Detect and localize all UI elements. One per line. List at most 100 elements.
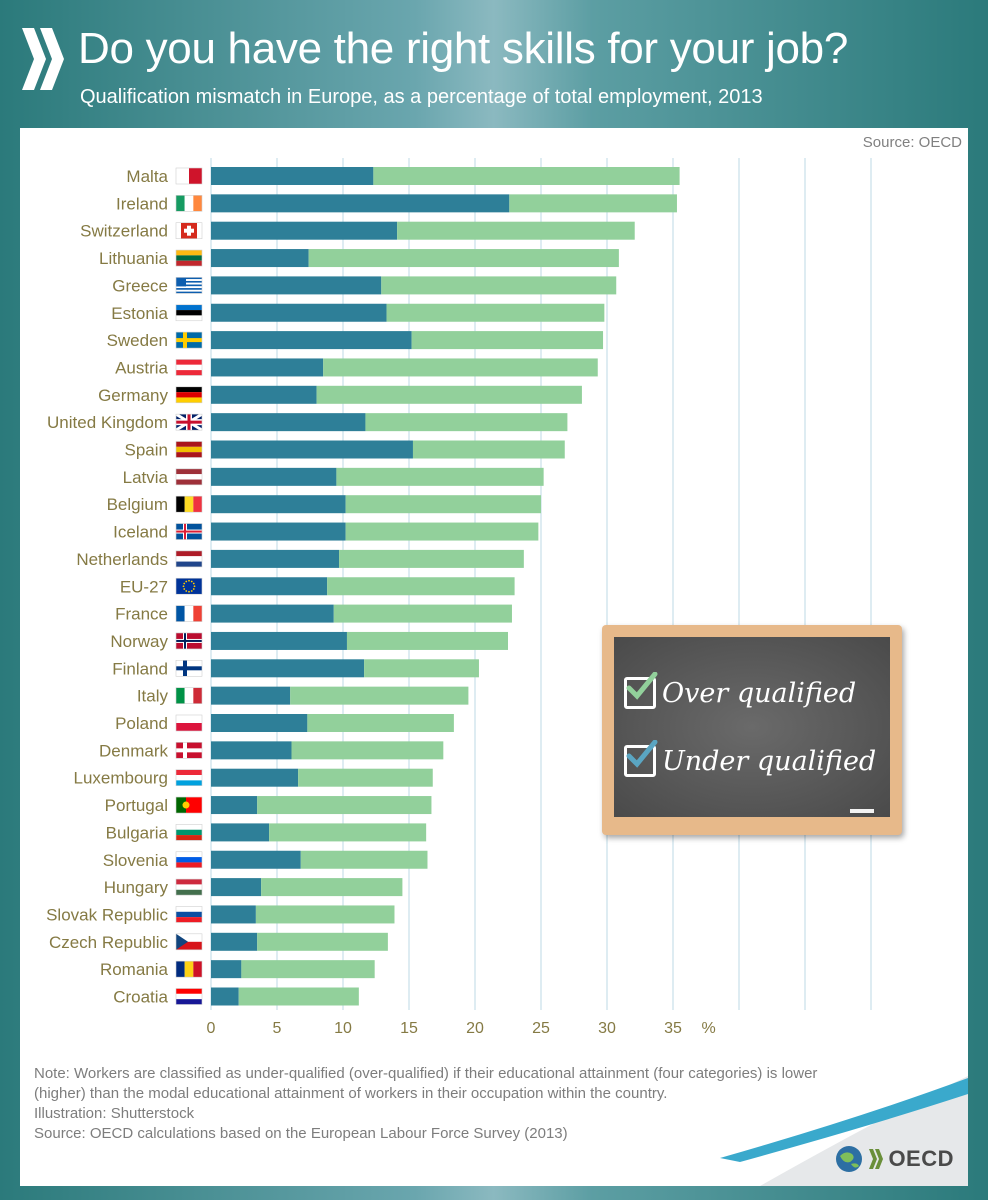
category-label: Switzerland bbox=[80, 222, 168, 241]
flag-icon bbox=[175, 468, 203, 486]
bar-under-qualified bbox=[211, 303, 387, 322]
bar-over-qualified bbox=[364, 659, 479, 678]
bar-under-qualified bbox=[211, 221, 398, 240]
page-subtitle: Qualification mismatch in Europe, as a p… bbox=[80, 86, 763, 108]
flag-icon bbox=[175, 577, 203, 595]
x-tick-label: 25 bbox=[532, 1020, 550, 1037]
legend-label-under: Under qualified bbox=[662, 745, 877, 777]
bar-under-qualified bbox=[211, 249, 309, 268]
bar-over-qualified bbox=[381, 276, 617, 295]
source-note: Source: OECD calculations based on the E… bbox=[34, 1125, 568, 1142]
bar-under-qualified bbox=[211, 631, 347, 650]
bar-over-qualified bbox=[373, 167, 680, 185]
legend-item-under: Under qualified bbox=[624, 740, 877, 777]
bar-under-qualified bbox=[211, 577, 328, 596]
flag-icon bbox=[175, 988, 203, 1005]
bar-over-qualified bbox=[308, 249, 619, 268]
bar-over-qualified bbox=[323, 358, 598, 377]
flag-icon bbox=[175, 605, 203, 622]
category-label: Estonia bbox=[111, 304, 168, 323]
x-unit-label: % bbox=[702, 1020, 716, 1037]
category-label: EU-27 bbox=[120, 577, 168, 596]
category-label: Austria bbox=[115, 358, 168, 377]
bar-under-qualified bbox=[211, 522, 346, 541]
category-label: Denmark bbox=[99, 741, 168, 760]
bar-under-qualified bbox=[211, 796, 258, 815]
note-line-1: Note: Workers are classified as under-qu… bbox=[34, 1065, 818, 1082]
legend-label-over: Over qualified bbox=[662, 677, 857, 709]
bar-over-qualified bbox=[255, 905, 395, 924]
category-label: Romania bbox=[100, 960, 169, 979]
category-label: Iceland bbox=[113, 523, 168, 542]
category-label: France bbox=[115, 605, 168, 624]
bar-under-qualified bbox=[211, 932, 258, 951]
flag-icon bbox=[175, 632, 203, 650]
flag-icon bbox=[175, 249, 203, 267]
category-label: Finland bbox=[112, 659, 168, 678]
header: Do you have the right skills for your jo… bbox=[0, 0, 988, 128]
bar-over-qualified bbox=[241, 960, 375, 979]
bar-over-qualified bbox=[269, 823, 427, 842]
bar-over-qualified bbox=[327, 577, 515, 596]
decorative-swoosh bbox=[720, 1076, 968, 1186]
flag-icon bbox=[175, 796, 203, 814]
bar-over-qualified bbox=[307, 714, 454, 732]
flag-icon bbox=[175, 441, 203, 458]
bar-under-qualified bbox=[211, 686, 291, 705]
bar-under-qualified bbox=[211, 878, 262, 897]
flag-icon bbox=[175, 659, 203, 677]
category-label: Czech Republic bbox=[49, 933, 169, 952]
category-label: Belgium bbox=[107, 495, 168, 514]
bar-under-qualified bbox=[211, 276, 382, 295]
globe-icon bbox=[836, 1146, 863, 1172]
bar-under-qualified bbox=[211, 823, 270, 842]
bar-over-qualified bbox=[345, 522, 539, 541]
x-tick-label: 10 bbox=[334, 1020, 352, 1037]
bar-under-qualified bbox=[211, 331, 412, 350]
category-label: Latvia bbox=[123, 468, 169, 487]
bar-under-qualified bbox=[211, 987, 239, 1006]
bar-over-qualified bbox=[316, 385, 582, 404]
bar-under-qualified bbox=[211, 440, 413, 459]
flag-icon bbox=[175, 167, 203, 185]
category-label: Ireland bbox=[116, 194, 168, 213]
category-label: Germany bbox=[98, 386, 168, 405]
flag-icon bbox=[175, 412, 203, 432]
bar-over-qualified bbox=[291, 741, 444, 760]
chalk-piece bbox=[850, 809, 874, 813]
category-label: Hungary bbox=[104, 878, 169, 897]
category-label: United Kingdom bbox=[47, 413, 168, 432]
category-label: Greece bbox=[112, 276, 168, 295]
flag-icon bbox=[175, 304, 203, 322]
bar-over-qualified bbox=[290, 686, 469, 705]
oecd-logo: OECD bbox=[834, 1144, 954, 1174]
page-title: Do you have the right skills for your jo… bbox=[78, 24, 849, 73]
bar-over-qualified bbox=[238, 987, 359, 1006]
legend-item-over: Over qualified bbox=[624, 672, 857, 709]
bar-under-qualified bbox=[211, 467, 337, 486]
category-label: Bulgaria bbox=[106, 823, 169, 842]
bar-over-qualified bbox=[336, 467, 544, 486]
bar-over-qualified bbox=[412, 440, 565, 459]
flag-icon bbox=[175, 331, 203, 349]
bar-under-qualified bbox=[211, 714, 308, 732]
bar-under-qualified bbox=[211, 905, 256, 924]
bar-over-qualified bbox=[365, 413, 568, 432]
illustration-credit: Illustration: Shutterstock bbox=[34, 1105, 195, 1122]
category-label: Luxembourg bbox=[73, 769, 168, 788]
bar-under-qualified bbox=[211, 768, 299, 787]
category-label: Italy bbox=[137, 687, 169, 706]
category-label: Poland bbox=[115, 714, 168, 733]
bar-over-qualified bbox=[339, 549, 524, 568]
flag-icon bbox=[175, 878, 203, 896]
bar-over-qualified bbox=[257, 932, 388, 951]
notes-block: Note: Workers are classified as under-qu… bbox=[34, 1064, 954, 1144]
oecd-chevrons-icon bbox=[22, 28, 64, 90]
bar-over-qualified bbox=[346, 631, 508, 650]
category-label: Slovak Republic bbox=[46, 905, 168, 924]
chart-panel: Source: OECD Malta Ireland Switzerland Lith… bbox=[20, 128, 968, 1186]
bar-under-qualified bbox=[211, 741, 292, 760]
category-label: Portugal bbox=[105, 796, 168, 815]
note-line-2: (higher) than the modal educational atta… bbox=[34, 1085, 668, 1102]
